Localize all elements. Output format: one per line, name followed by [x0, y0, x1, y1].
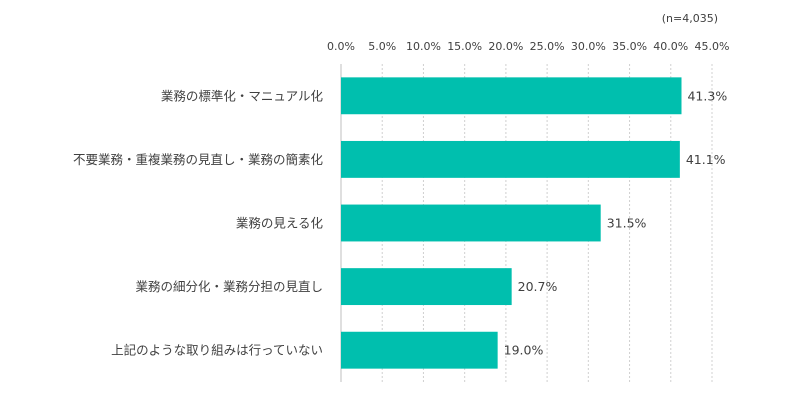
category-label: 業務の細分化・業務分担の見直し [135, 279, 323, 294]
x-tick-label: 10.0% [406, 40, 441, 53]
x-tick-label: 25.0% [530, 40, 565, 53]
category-label: 業務の見える化 [236, 216, 324, 231]
category-label: 上記のような取り組みは行っていない [111, 343, 323, 358]
bars [341, 77, 682, 369]
x-tick-label: 30.0% [571, 40, 606, 53]
x-tick-label: 45.0% [695, 40, 730, 53]
value-label: 31.5% [607, 216, 647, 231]
x-tick-label: 35.0% [612, 40, 647, 53]
value-label: 41.1% [686, 152, 726, 167]
bar [341, 77, 682, 115]
category-labels: 業務の標準化・マニュアル化不要業務・重複業務の見直し・業務の簡素化業務の見える化… [73, 88, 324, 357]
bar [341, 204, 601, 242]
x-tick-label: 0.0% [327, 40, 355, 53]
sample-size-note: (n=4,035) [662, 12, 718, 25]
grid-lines [340, 64, 713, 382]
value-labels: 41.3% 41.1% 31.5% 20.7% 19.0% [504, 88, 728, 357]
category-label: 不要業務・重複業務の見直し・業務の簡素化 [73, 152, 324, 167]
x-axis-ticks: 0.0% 5.0% 10.0% 15.0% 20.0% 25.0% 30.0% 35.0% 40… [327, 40, 729, 53]
value-label: 41.3% [687, 88, 727, 103]
value-label: 19.0% [504, 343, 544, 358]
x-tick-label: 20.0% [488, 40, 523, 53]
value-label: 20.7% [518, 279, 558, 294]
bar [341, 331, 498, 369]
x-tick-label: 15.0% [447, 40, 482, 53]
bar [341, 268, 512, 306]
category-label: 業務の標準化・マニュアル化 [161, 88, 324, 103]
x-tick-label: 40.0% [653, 40, 688, 53]
x-tick-label: 5.0% [368, 40, 396, 53]
bar [341, 140, 680, 178]
